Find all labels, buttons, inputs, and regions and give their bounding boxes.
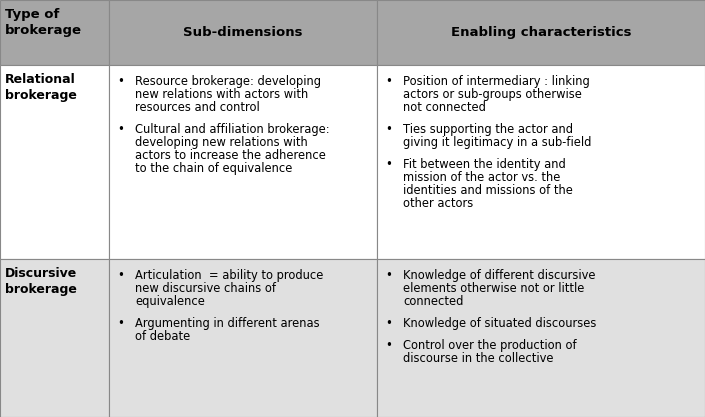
Text: other actors: other actors [403, 197, 474, 210]
Bar [377, 65, 705, 259]
Text: elements otherwise not or little: elements otherwise not or little [403, 281, 584, 294]
Text: Knowledge of situated discourses: Knowledge of situated discourses [403, 317, 596, 329]
Bar [109, 259, 377, 417]
Bar [377, 259, 705, 417]
Text: giving it legitimacy in a sub-field: giving it legitimacy in a sub-field [403, 136, 591, 148]
Text: •: • [117, 269, 124, 281]
Text: new discursive chains of: new discursive chains of [135, 281, 276, 294]
Bar [109, 0, 377, 65]
Text: •: • [117, 75, 124, 88]
Text: Enabling characteristics: Enabling characteristics [450, 26, 632, 39]
Bar [377, 0, 705, 65]
Text: •: • [117, 123, 124, 136]
Text: to the chain of equivalence: to the chain of equivalence [135, 162, 293, 175]
Text: Sub-dimensions: Sub-dimensions [183, 26, 303, 39]
Text: of debate: of debate [135, 329, 190, 342]
Text: •: • [385, 339, 392, 352]
Text: mission of the actor vs. the: mission of the actor vs. the [403, 171, 560, 183]
Text: resources and control: resources and control [135, 100, 260, 114]
Text: Articulation  = ability to produce: Articulation = ability to produce [135, 269, 324, 281]
Text: •: • [385, 158, 392, 171]
Text: actors to increase the adherence: actors to increase the adherence [135, 148, 326, 162]
Text: Discursive
brokerage: Discursive brokerage [5, 266, 78, 296]
Text: •: • [385, 317, 392, 329]
Text: Cultural and affiliation brokerage:: Cultural and affiliation brokerage: [135, 123, 330, 136]
Text: equivalence: equivalence [135, 294, 205, 308]
Text: •: • [385, 269, 392, 281]
Text: actors or sub-groups otherwise: actors or sub-groups otherwise [403, 88, 582, 100]
Text: Control over the production of: Control over the production of [403, 339, 577, 352]
Text: Ties supporting the actor and: Ties supporting the actor and [403, 123, 573, 136]
Text: developing new relations with: developing new relations with [135, 136, 308, 148]
Text: connected: connected [403, 294, 464, 308]
Text: Relational
brokerage: Relational brokerage [5, 73, 77, 102]
Text: identities and missions of the: identities and missions of the [403, 183, 573, 197]
Text: Knowledge of different discursive: Knowledge of different discursive [403, 269, 596, 281]
Text: discourse in the collective: discourse in the collective [403, 352, 553, 364]
Text: Type of
brokerage: Type of brokerage [5, 8, 82, 37]
Text: •: • [117, 317, 124, 329]
Text: Resource brokerage: developing: Resource brokerage: developing [135, 75, 321, 88]
Text: •: • [385, 75, 392, 88]
Text: •: • [385, 123, 392, 136]
Text: Fit between the identity and: Fit between the identity and [403, 158, 566, 171]
Text: new relations with actors with: new relations with actors with [135, 88, 309, 100]
Bar [0, 65, 109, 259]
Bar [0, 259, 109, 417]
Bar [0, 0, 109, 65]
Text: not connected: not connected [403, 100, 486, 114]
Text: Position of intermediary : linking: Position of intermediary : linking [403, 75, 590, 88]
Text: Argumenting in different arenas: Argumenting in different arenas [135, 317, 320, 329]
Bar [109, 65, 377, 259]
